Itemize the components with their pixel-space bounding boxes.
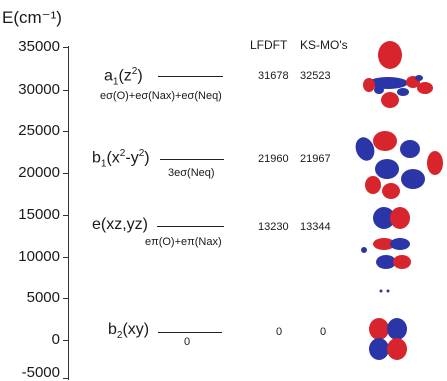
b2-level-label: b2(xy): [108, 321, 149, 341]
y-tick-label: 5000: [0, 289, 60, 306]
y-tick: [63, 47, 69, 48]
dx2-y2-orbital-icon: [355, 127, 447, 205]
b1-level-label: b1(x2-y2): [92, 148, 150, 170]
lfdft-column-header: LFDFT: [250, 38, 287, 52]
y-tick: [63, 90, 69, 91]
y-tick: [63, 257, 69, 258]
b2-contribution: 0: [184, 336, 190, 348]
e-lfdft-value: 13230: [258, 221, 289, 233]
y-tick: [63, 298, 69, 299]
a1-contribution: eσ(O)+eσ(Nax)+eσ(Neq): [100, 90, 222, 102]
y-tick-label: 35000: [0, 38, 60, 55]
dz2-orbital-icon: [355, 38, 445, 120]
a1-level-label: a1(z2): [104, 66, 143, 88]
y-tick-label: 20000: [0, 164, 60, 181]
a1-level-line: [158, 76, 223, 77]
y-tick: [63, 215, 69, 216]
e-level-label: e(xz,yz): [92, 216, 148, 234]
b2-level-line: [158, 332, 222, 333]
y-axis-title: E(cm⁻¹): [2, 8, 62, 28]
a1-lfdft-value: 31678: [258, 70, 289, 82]
b1-contribution: 3eσ(Neq): [168, 167, 215, 179]
dxy-orbital-icon: [365, 316, 411, 362]
b1-lfdft-value: 21960: [258, 153, 289, 165]
b2-ksmo-value: 0: [320, 326, 326, 338]
y-tick-label: 10000: [0, 248, 60, 265]
y-tick: [63, 131, 69, 132]
a1-ksmo-value: 32523: [300, 70, 331, 82]
b1-level-line: [160, 159, 224, 160]
e-level-line: [157, 226, 224, 227]
small-orbital-fragment-icon: [378, 288, 392, 294]
y-tick: [63, 340, 69, 341]
y-tick-label: 25000: [0, 122, 60, 139]
y-axis-line: [68, 46, 69, 380]
y-tick-label: -5000: [0, 364, 60, 381]
y-tick: [63, 173, 69, 174]
y-tick-label: 15000: [0, 206, 60, 223]
e-ksmo-value: 13344: [300, 221, 331, 233]
e-contribution: eπ(O)+eπ(Nax): [145, 236, 222, 248]
b1-ksmo-value: 21967: [300, 153, 331, 165]
y-tick-label: 0: [0, 331, 60, 348]
b2-lfdft-value: 0: [276, 326, 282, 338]
dxz-dyz-orbital-icon: [360, 206, 422, 270]
y-tick-label: 30000: [0, 81, 60, 98]
ksmo-column-header: KS-MO's: [300, 38, 348, 52]
